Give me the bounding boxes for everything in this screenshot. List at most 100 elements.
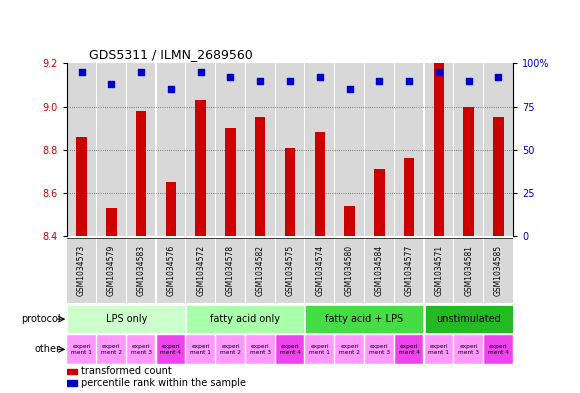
Bar bbox=[335, 238, 364, 303]
Text: GDS5311 / ILMN_2689560: GDS5311 / ILMN_2689560 bbox=[89, 48, 253, 61]
Bar bbox=[186, 238, 215, 303]
Bar bbox=[306, 335, 334, 364]
Bar bbox=[186, 305, 304, 333]
Point bbox=[256, 77, 265, 84]
Text: other: other bbox=[35, 344, 61, 354]
Bar bbox=[306, 63, 334, 236]
Bar bbox=[195, 100, 206, 236]
Bar bbox=[395, 238, 423, 303]
Bar bbox=[67, 238, 96, 303]
Bar bbox=[484, 335, 513, 364]
Bar bbox=[425, 335, 453, 364]
Bar bbox=[166, 182, 176, 236]
Point bbox=[226, 74, 235, 80]
Bar bbox=[484, 63, 513, 236]
Bar bbox=[314, 132, 325, 236]
Bar bbox=[186, 335, 215, 364]
Bar bbox=[285, 147, 295, 236]
Bar bbox=[127, 63, 155, 236]
Point bbox=[404, 77, 414, 84]
Bar bbox=[67, 369, 77, 375]
Text: GSM1034584: GSM1034584 bbox=[375, 245, 384, 296]
Bar bbox=[216, 238, 245, 303]
Bar bbox=[67, 380, 77, 386]
Point bbox=[315, 74, 324, 80]
Text: experi
ment 3: experi ment 3 bbox=[250, 344, 271, 355]
Bar bbox=[306, 305, 423, 333]
Bar bbox=[225, 128, 235, 236]
Bar bbox=[77, 137, 87, 236]
Bar bbox=[395, 63, 423, 236]
Bar bbox=[395, 335, 423, 364]
Bar bbox=[425, 305, 513, 333]
Text: GSM1034579: GSM1034579 bbox=[107, 245, 116, 296]
Text: GSM1034577: GSM1034577 bbox=[405, 245, 414, 296]
Text: experi
ment 2: experi ment 2 bbox=[220, 344, 241, 355]
Bar bbox=[106, 208, 117, 236]
Bar bbox=[276, 335, 304, 364]
Bar bbox=[335, 63, 364, 236]
Bar bbox=[425, 63, 453, 236]
Text: GSM1034576: GSM1034576 bbox=[166, 245, 175, 296]
Bar bbox=[306, 238, 334, 303]
Bar bbox=[127, 238, 155, 303]
Point bbox=[494, 74, 503, 80]
Text: transformed count: transformed count bbox=[81, 366, 172, 376]
Bar bbox=[97, 335, 126, 364]
Text: GSM1034583: GSM1034583 bbox=[137, 245, 146, 296]
Bar bbox=[345, 206, 355, 236]
Bar bbox=[425, 238, 453, 303]
Text: GSM1034581: GSM1034581 bbox=[464, 245, 473, 296]
Text: GSM1034574: GSM1034574 bbox=[316, 245, 324, 296]
Text: GSM1034585: GSM1034585 bbox=[494, 245, 503, 296]
Text: GSM1034580: GSM1034580 bbox=[345, 245, 354, 296]
Point bbox=[434, 69, 444, 75]
Bar bbox=[136, 111, 146, 236]
Bar bbox=[97, 63, 126, 236]
Bar bbox=[127, 335, 155, 364]
Point bbox=[107, 81, 116, 87]
Bar bbox=[365, 63, 394, 236]
Text: GSM1034575: GSM1034575 bbox=[285, 245, 295, 296]
Bar bbox=[216, 335, 245, 364]
Point bbox=[136, 69, 146, 75]
Text: GSM1034582: GSM1034582 bbox=[256, 245, 264, 296]
Bar bbox=[484, 238, 513, 303]
Bar bbox=[434, 63, 444, 236]
Text: protocol: protocol bbox=[21, 314, 61, 324]
Text: experi
ment 1: experi ment 1 bbox=[71, 344, 92, 355]
Text: experi
ment 1: experi ment 1 bbox=[309, 344, 330, 355]
Point bbox=[345, 86, 354, 92]
Text: GSM1034572: GSM1034572 bbox=[196, 245, 205, 296]
Text: GSM1034573: GSM1034573 bbox=[77, 245, 86, 296]
Bar bbox=[157, 63, 185, 236]
Bar bbox=[454, 335, 483, 364]
Bar bbox=[67, 63, 96, 236]
Bar bbox=[365, 238, 394, 303]
Text: percentile rank within the sample: percentile rank within the sample bbox=[81, 378, 246, 388]
Bar bbox=[246, 238, 274, 303]
Text: LPS only: LPS only bbox=[106, 314, 147, 324]
Text: GSM1034578: GSM1034578 bbox=[226, 245, 235, 296]
Bar bbox=[157, 335, 185, 364]
Bar bbox=[276, 63, 304, 236]
Point bbox=[166, 86, 176, 92]
Bar bbox=[365, 335, 394, 364]
Text: unstimulated: unstimulated bbox=[436, 314, 501, 324]
Bar bbox=[216, 63, 245, 236]
Point bbox=[285, 77, 295, 84]
Text: experi
ment 3: experi ment 3 bbox=[130, 344, 151, 355]
Text: experi
ment 1: experi ment 1 bbox=[429, 344, 450, 355]
Text: experi
ment 4: experi ment 4 bbox=[280, 344, 300, 355]
Point bbox=[375, 77, 384, 84]
Bar bbox=[335, 335, 364, 364]
Text: experi
ment 2: experi ment 2 bbox=[101, 344, 122, 355]
Bar bbox=[246, 335, 274, 364]
Bar bbox=[404, 158, 414, 236]
Bar bbox=[67, 305, 185, 333]
Text: experi
ment 2: experi ment 2 bbox=[339, 344, 360, 355]
Bar bbox=[157, 238, 185, 303]
Point bbox=[464, 77, 473, 84]
Point bbox=[77, 69, 86, 75]
Bar bbox=[186, 63, 215, 236]
